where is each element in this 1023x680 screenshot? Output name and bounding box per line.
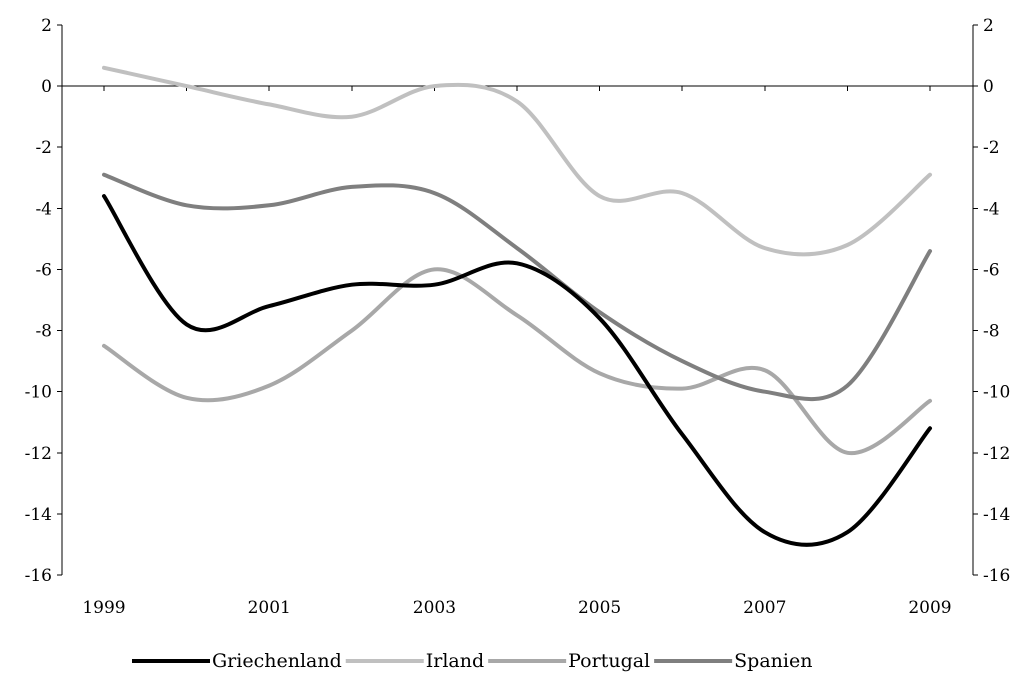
y-tick-label-right: -16	[983, 566, 1010, 586]
series-line-irland	[102, 65, 932, 257]
y-tick-label-right: -4	[983, 199, 1000, 219]
y-tick-label-right: -6	[983, 260, 1000, 280]
y-tick-label-left: -14	[25, 505, 52, 525]
y-tick-label-right: 2	[983, 16, 994, 36]
y-tick-label-left: -6	[35, 260, 52, 280]
y-tick-label-left: -10	[25, 383, 52, 403]
series-line-portugal	[102, 267, 932, 455]
y-tick-label-left: 2	[41, 16, 52, 36]
legend-label-portugal: Portugal	[568, 650, 650, 672]
y-tick-label-right: -8	[983, 322, 1000, 342]
x-tick-label: 2001	[248, 598, 291, 618]
series-line-griechenland	[102, 194, 932, 547]
y-tick-label-right: 0	[983, 77, 994, 97]
series-line-spanien	[102, 172, 932, 402]
x-tick-label: 1999	[82, 598, 125, 618]
y-tick-label-left: -2	[35, 138, 52, 158]
y-tick-label-left: 0	[41, 77, 52, 97]
legend-label-irland: Irland	[426, 650, 484, 672]
y-tick-label-right: -10	[983, 383, 1010, 403]
legend-label-griechenland: Griechenland	[212, 650, 342, 672]
x-tick-label: 2007	[743, 598, 786, 618]
x-tick-label: 2005	[578, 598, 621, 618]
y-tick-label-right: -14	[983, 505, 1010, 525]
y-tick-label-left: -4	[35, 199, 52, 219]
x-tick-label: 2003	[413, 598, 456, 618]
x-tick-label: 2009	[908, 598, 951, 618]
y-tick-label-left: -12	[25, 444, 52, 464]
y-tick-label-right: -2	[983, 138, 1000, 158]
legend-label-spanien: Spanien	[734, 650, 812, 672]
y-tick-label-left: -8	[35, 322, 52, 342]
y-tick-label-right: -12	[983, 444, 1010, 464]
y-tick-label-left: -16	[25, 566, 52, 586]
